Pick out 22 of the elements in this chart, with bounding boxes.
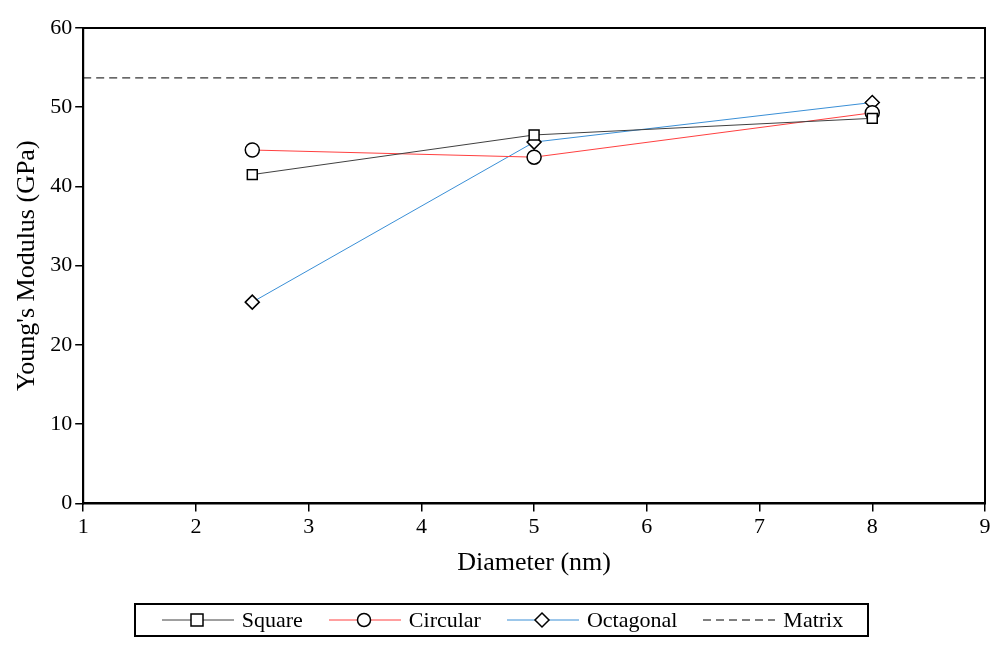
x-tick-label: 1 [77,513,89,539]
y-axis-title: Young's Modulus (GPa) [11,140,41,391]
x-tick-label: 5 [528,513,540,539]
x-tick-label: 4 [415,513,427,539]
legend-label: Square [241,607,303,633]
x-tick-label: 9 [979,513,991,539]
x-tick-label: 6 [641,513,653,539]
x-tick-label: 3 [303,513,315,539]
y-tick-label: 0 [61,489,73,515]
x-axis-title: Diameter (nm) [457,547,611,577]
y-tick-label: 60 [50,13,73,39]
legend-label: Octagonal [586,607,678,633]
y-tick-label: 10 [50,409,73,435]
x-tick-label: 7 [754,513,766,539]
y-tick-label: 20 [50,330,73,356]
y-tick-label: 40 [50,172,73,198]
x-tick-label: 2 [190,513,202,539]
y-tick-label: 50 [50,93,73,119]
legend-label: Matrix [783,607,844,633]
x-tick-label: 8 [866,513,878,539]
legend-label: Circular [408,607,481,633]
y-tick-label: 30 [50,251,73,277]
